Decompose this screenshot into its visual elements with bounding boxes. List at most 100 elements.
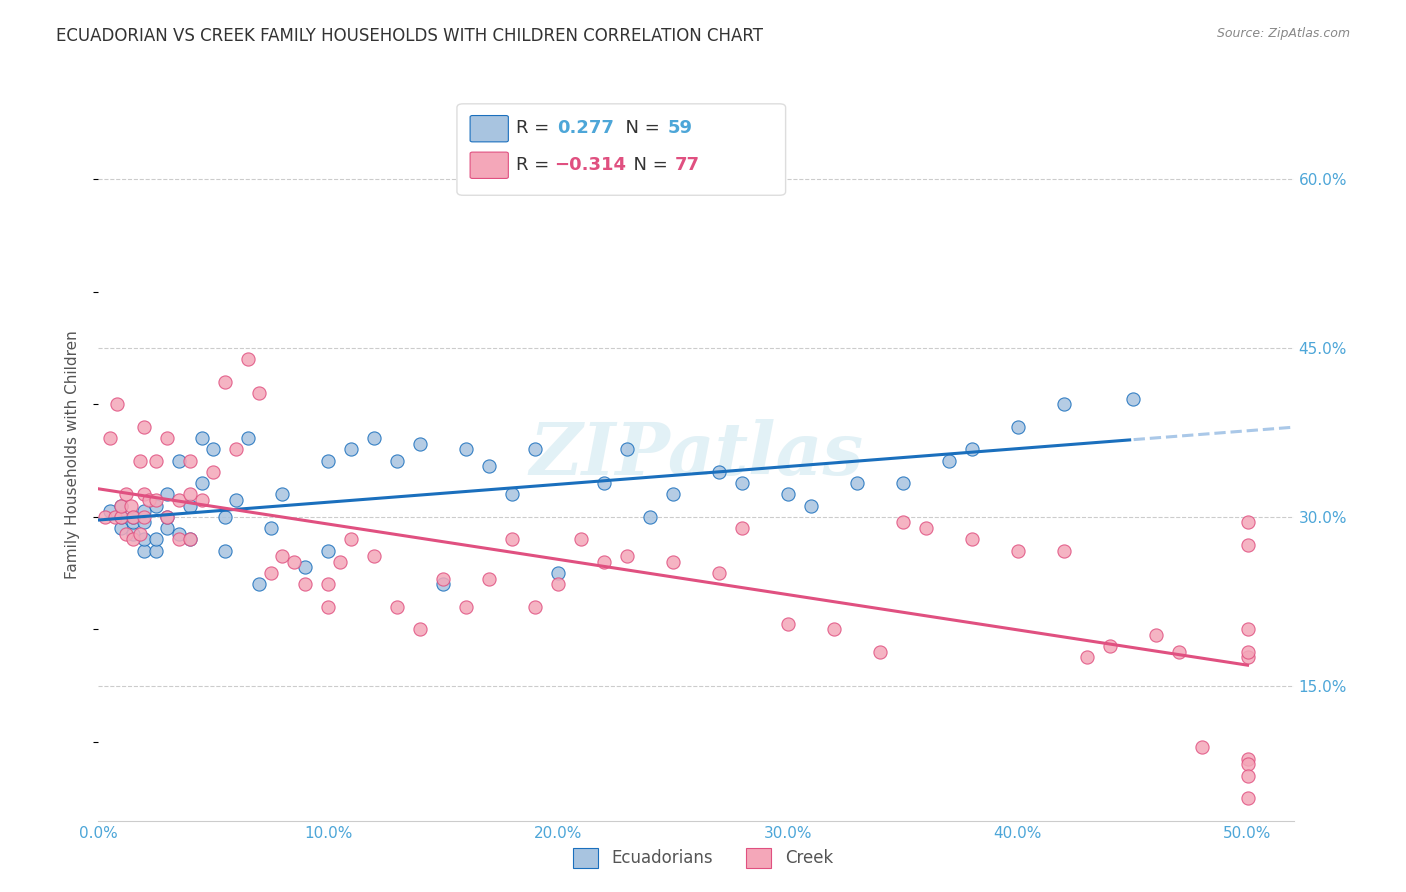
Point — [179, 453, 201, 467]
Point — [122, 509, 145, 524]
Point — [340, 533, 363, 547]
Point — [891, 476, 914, 491]
Point — [547, 577, 569, 591]
Point — [869, 645, 891, 659]
Point — [120, 499, 142, 513]
Point — [316, 453, 339, 467]
Point — [110, 509, 132, 524]
Point — [156, 509, 179, 524]
Point — [214, 375, 236, 389]
Point — [432, 572, 454, 586]
FancyBboxPatch shape — [470, 153, 509, 178]
Point — [363, 549, 385, 564]
Point — [134, 516, 156, 530]
Point — [1098, 639, 1121, 653]
Point — [98, 431, 121, 445]
Point — [409, 436, 432, 450]
Text: ECUADORIAN VS CREEK FAMILY HOUSEHOLDS WITH CHILDREN CORRELATION CHART: ECUADORIAN VS CREEK FAMILY HOUSEHOLDS WI… — [56, 27, 763, 45]
Point — [202, 465, 225, 479]
Point — [638, 509, 661, 524]
Point — [1236, 752, 1258, 766]
Point — [134, 504, 156, 518]
Point — [731, 476, 754, 491]
Text: R =: R = — [516, 119, 554, 137]
Point — [385, 453, 409, 467]
Point — [179, 487, 201, 501]
Point — [524, 442, 547, 457]
Point — [134, 543, 156, 558]
Point — [247, 577, 270, 591]
Point — [1236, 623, 1258, 637]
Point — [294, 577, 316, 591]
Point — [128, 453, 150, 467]
Text: R =: R = — [516, 155, 554, 174]
Text: −0.314: −0.314 — [554, 155, 626, 174]
Point — [340, 442, 363, 457]
Point — [960, 533, 983, 547]
Point — [731, 521, 754, 535]
Point — [478, 459, 501, 474]
Point — [1236, 769, 1258, 783]
Point — [179, 533, 201, 547]
Point — [283, 555, 305, 569]
Point — [128, 526, 150, 541]
Point — [547, 566, 569, 580]
Legend: Ecuadorians, Creek: Ecuadorians, Creek — [567, 841, 839, 875]
Point — [225, 492, 247, 507]
Point — [593, 555, 616, 569]
Point — [329, 555, 352, 569]
Point — [823, 623, 845, 637]
Point — [363, 431, 385, 445]
Point — [122, 516, 145, 530]
Point — [271, 549, 294, 564]
Point — [776, 487, 799, 501]
Point — [156, 509, 179, 524]
Point — [1007, 543, 1029, 558]
Point — [145, 543, 167, 558]
Point — [110, 509, 132, 524]
Point — [385, 599, 409, 614]
Point — [110, 499, 132, 513]
Point — [191, 492, 214, 507]
Point — [122, 533, 145, 547]
Text: ZIPatlas: ZIPatlas — [529, 419, 863, 491]
Point — [260, 566, 283, 580]
Point — [110, 499, 132, 513]
Point — [145, 492, 167, 507]
Point — [1144, 628, 1167, 642]
Point — [1236, 516, 1258, 530]
FancyBboxPatch shape — [457, 103, 786, 195]
Point — [593, 476, 616, 491]
Point — [145, 533, 167, 547]
Point — [1236, 650, 1258, 665]
Point — [134, 419, 156, 434]
Point — [478, 572, 501, 586]
Point — [191, 476, 214, 491]
Point — [960, 442, 983, 457]
Point — [501, 487, 523, 501]
Point — [1236, 645, 1258, 659]
Point — [776, 616, 799, 631]
Point — [134, 487, 156, 501]
Point — [94, 509, 117, 524]
Point — [316, 543, 339, 558]
Point — [456, 442, 478, 457]
Point — [236, 352, 259, 367]
Point — [145, 499, 167, 513]
Point — [260, 521, 283, 535]
Point — [167, 533, 190, 547]
Point — [167, 526, 190, 541]
Y-axis label: Family Households with Children: Family Households with Children — [65, 331, 80, 579]
Point — [432, 577, 454, 591]
Point — [225, 442, 247, 457]
Point — [98, 504, 121, 518]
Point — [1007, 419, 1029, 434]
Point — [167, 453, 190, 467]
Point — [891, 516, 914, 530]
Point — [914, 521, 936, 535]
Point — [202, 442, 225, 457]
Point — [662, 555, 685, 569]
FancyBboxPatch shape — [470, 116, 509, 142]
Point — [110, 521, 132, 535]
Point — [1076, 650, 1098, 665]
